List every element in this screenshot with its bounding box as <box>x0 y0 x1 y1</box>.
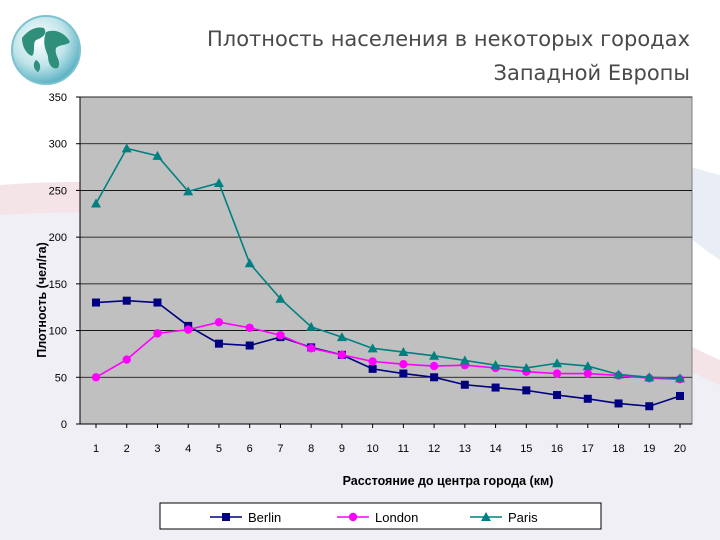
x-tick-label: 14 <box>489 443 501 455</box>
data-point-berlin <box>430 373 439 382</box>
y-tick-label: 100 <box>49 326 67 338</box>
data-point-london <box>122 355 131 364</box>
data-point-paris <box>582 361 593 371</box>
x-tick-label: 13 <box>459 443 471 455</box>
y-tick-label: 150 <box>49 279 67 291</box>
data-point-paris <box>183 186 194 196</box>
x-tick-label: 10 <box>367 443 379 455</box>
data-point-london <box>184 325 193 334</box>
y-tick-label: 300 <box>49 139 67 151</box>
x-tick-label: 12 <box>428 443 440 455</box>
data-point-paris <box>490 360 501 370</box>
x-tick-label: 4 <box>185 443 191 455</box>
x-axis-title: Расстояние до центра города (км) <box>343 474 554 488</box>
legend-marker-paris <box>481 512 491 521</box>
x-tick-label: 5 <box>216 443 222 455</box>
data-point-london <box>429 361 439 371</box>
data-point-berlin <box>491 383 500 392</box>
data-point-paris <box>644 372 655 382</box>
data-point-london <box>153 329 162 338</box>
legend-label-berlin: Berlin <box>248 510 281 525</box>
data-point-paris <box>275 293 286 303</box>
data-point-berlin <box>460 380 469 389</box>
x-tick-label: 1 <box>93 443 99 455</box>
data-point-berlin <box>245 341 254 350</box>
x-tick-label: 16 <box>551 443 563 455</box>
data-point-paris <box>367 343 378 353</box>
x-tick-label: 8 <box>308 443 314 455</box>
x-tick-label: 9 <box>339 443 345 455</box>
y-tick-label: 350 <box>49 92 67 104</box>
y-tick-label: 200 <box>49 232 67 244</box>
x-tick-label: 11 <box>398 443 409 455</box>
x-tick-label: 6 <box>247 443 253 455</box>
data-point-paris <box>152 150 163 160</box>
data-point-london <box>583 369 592 378</box>
data-point-paris <box>552 358 563 368</box>
x-tick-label: 3 <box>154 443 160 455</box>
data-point-berlin <box>122 296 131 305</box>
data-point-paris <box>336 332 347 342</box>
x-tick-label: 2 <box>124 443 130 455</box>
data-point-berlin <box>92 298 100 307</box>
data-point-paris <box>306 321 317 331</box>
y-tick-label: 250 <box>49 185 67 197</box>
series-line-paris <box>95 147 681 380</box>
legend-label-paris: Paris <box>508 510 538 525</box>
data-point-london <box>337 350 347 360</box>
globe-logo-icon <box>11 15 81 85</box>
data-point-berlin <box>676 391 684 400</box>
data-point-berlin <box>645 402 654 411</box>
data-point-london <box>91 373 101 382</box>
data-point-berlin <box>368 364 377 373</box>
data-point-london <box>214 317 224 327</box>
x-tick-label: 20 <box>674 443 686 455</box>
data-point-berlin <box>522 386 531 395</box>
data-point-paris <box>429 350 440 360</box>
data-point-berlin <box>399 369 408 378</box>
data-point-paris <box>521 362 532 372</box>
data-point-berlin <box>583 394 592 403</box>
data-point-paris <box>91 198 101 208</box>
data-point-london <box>399 360 408 369</box>
data-point-berlin <box>553 391 562 400</box>
data-point-paris <box>121 143 132 153</box>
data-point-london <box>306 344 316 353</box>
legend-marker-london <box>348 512 358 522</box>
data-point-berlin <box>153 298 162 307</box>
data-point-berlin <box>614 399 623 408</box>
data-point-paris <box>213 177 224 187</box>
y-tick-label: 50 <box>55 372 67 384</box>
data-point-paris <box>244 258 255 268</box>
data-point-paris <box>675 373 685 383</box>
slide-title-line-1: Плотность населения в некоторых городах <box>207 27 690 51</box>
x-tick-label: 7 <box>277 443 283 455</box>
slide-title: Плотность населения в некоторых городах … <box>130 22 690 90</box>
x-tick-label: 19 <box>643 443 655 455</box>
data-point-paris <box>613 369 624 379</box>
data-point-london <box>276 331 285 340</box>
y-tick-label: 0 <box>61 419 67 431</box>
legend-label-london: London <box>375 510 418 525</box>
legend-box <box>159 502 602 530</box>
data-point-berlin <box>214 339 223 348</box>
data-point-paris <box>459 355 470 365</box>
legend-marker-berlin <box>222 513 230 521</box>
x-tick-label: 15 <box>520 443 532 455</box>
x-tick-label: 18 <box>612 443 624 455</box>
slide-title-line-2: Западной Европы <box>493 61 691 85</box>
y-axis-title: Плотность (чел/га) <box>35 242 49 358</box>
data-point-london <box>245 323 254 332</box>
data-point-paris <box>398 347 409 357</box>
x-tick-label: 17 <box>582 443 594 455</box>
series-line-london <box>95 321 681 380</box>
data-point-london <box>368 357 377 366</box>
data-point-london <box>552 369 562 378</box>
